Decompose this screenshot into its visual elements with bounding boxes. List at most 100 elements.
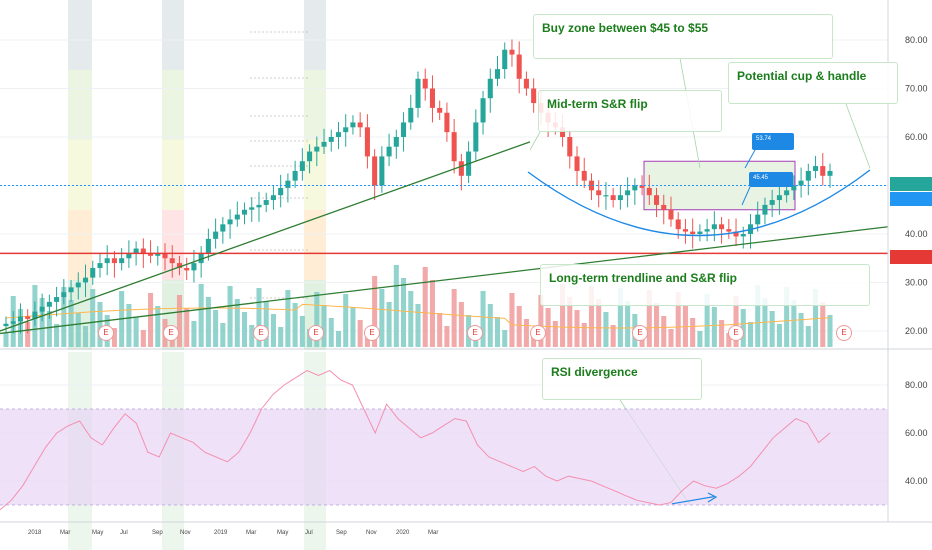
volume-bar: [393, 265, 399, 347]
volume-bar: [697, 331, 703, 347]
candle-body: [379, 156, 385, 186]
longterm-flip-note[interactable]: Long-term trendline and S&R flip: [540, 264, 870, 306]
volume-bar: [581, 323, 587, 347]
candle-body: [155, 253, 161, 256]
earnings-badge[interactable]: E: [836, 325, 852, 341]
candle-body: [68, 287, 74, 293]
volume-bar: [140, 330, 146, 347]
volume-bar: [314, 292, 320, 347]
volume-bar: [769, 311, 775, 347]
candle-body: [357, 122, 363, 128]
volume-bar: [820, 302, 826, 347]
candle-body: [415, 78, 421, 108]
highlight-band-segment: [68, 70, 92, 140]
candle-body: [762, 204, 768, 215]
buy-zone-note[interactable]: Buy zone between $45 to $55: [533, 14, 833, 59]
callout-upper[interactable]: 53.74: [752, 133, 794, 150]
volume-bar: [827, 315, 833, 347]
volume-bar: [560, 284, 566, 347]
volume-bar: [791, 300, 797, 347]
volume-bar: [813, 289, 819, 347]
rsi-divergence-note[interactable]: RSI divergence: [542, 358, 702, 400]
price-tag-blue: [890, 192, 932, 206]
volume-bar: [711, 307, 717, 347]
candle-body: [509, 49, 515, 55]
volume-bar: [75, 313, 81, 347]
earnings-badge[interactable]: E: [364, 325, 380, 341]
candle-body: [776, 195, 782, 201]
price-axis-tick: 20.00: [905, 326, 928, 336]
callout-lower[interactable]: 45.45: [749, 172, 793, 187]
candle-body: [740, 234, 746, 237]
volume-bar: [567, 297, 573, 347]
candle-body: [191, 263, 197, 271]
candle-body: [278, 187, 284, 196]
candle-body: [198, 253, 204, 264]
candle-body: [32, 311, 38, 319]
volume-bar: [133, 317, 139, 347]
candle-body: [350, 122, 356, 128]
candle-body: [133, 248, 139, 254]
volume-bar: [776, 324, 782, 347]
rsi-divergence-arrow: [671, 496, 715, 505]
earnings-badge[interactable]: E: [163, 325, 179, 341]
candle-body: [704, 229, 710, 232]
highlight-band-segment: [304, 70, 326, 140]
candle-body: [314, 146, 320, 152]
volume-bar: [46, 311, 52, 347]
volume-bar: [357, 320, 363, 347]
midterm-flip-note[interactable]: Mid-term S&R flip: [538, 90, 722, 132]
candle-body: [285, 180, 291, 188]
volume-bar: [610, 325, 616, 347]
earnings-badge[interactable]: E: [467, 325, 483, 341]
candle-body: [205, 238, 211, 254]
earnings-badge[interactable]: E: [632, 325, 648, 341]
earnings-badge[interactable]: E: [98, 325, 114, 341]
volume-bar: [292, 303, 298, 347]
volume-bar: [234, 299, 240, 347]
candle-body: [119, 258, 125, 264]
candle-body: [25, 316, 31, 319]
highlight-band-segment: [304, 0, 326, 70]
candle-body: [184, 267, 190, 271]
cup-handle-pointer: [845, 103, 871, 169]
candle-body: [249, 207, 255, 210]
price-tag-red: [890, 250, 932, 264]
candle-body: [719, 224, 725, 230]
candle-body: [299, 161, 305, 171]
candle-body: [502, 49, 508, 70]
buy-zone-label: Buy zone between $45 to $55: [542, 21, 709, 35]
candle-body: [126, 253, 132, 259]
volume-bar: [502, 330, 508, 347]
price-axis-tick: 60.00: [905, 132, 928, 142]
candle-body: [610, 195, 616, 201]
time-axis-label: Jul: [305, 530, 313, 536]
volume-bar: [379, 289, 385, 347]
price-tag-teal: [890, 177, 932, 191]
earnings-badge[interactable]: E: [253, 325, 269, 341]
time-axis-label: Nov: [180, 530, 191, 536]
earnings-badge[interactable]: E: [728, 325, 744, 341]
candle-body: [617, 195, 623, 201]
volume-bar: [61, 287, 67, 347]
candle-body: [625, 190, 631, 196]
volume-bar: [256, 288, 262, 347]
volume-bar: [588, 286, 595, 347]
earnings-badge[interactable]: E: [530, 325, 546, 341]
volume-bar: [422, 267, 428, 347]
volume-bar: [350, 307, 356, 347]
cup-handle-note[interactable]: Potential cup & handle: [728, 62, 898, 104]
candle-body: [364, 127, 370, 157]
rsi-axis-tick: 40.00: [905, 476, 928, 486]
volume-bar: [25, 322, 31, 347]
highlight-band-segment: [162, 70, 184, 140]
candle-body: [791, 185, 797, 191]
candle-body: [458, 161, 464, 176]
volume-bar: [675, 292, 681, 347]
price-axis-tick: 40.00: [905, 229, 928, 239]
candle-body: [82, 277, 89, 283]
volume-bar: [682, 305, 688, 347]
earnings-badge[interactable]: E: [308, 325, 324, 341]
candle-body: [321, 141, 327, 147]
volume-bar: [516, 306, 522, 347]
